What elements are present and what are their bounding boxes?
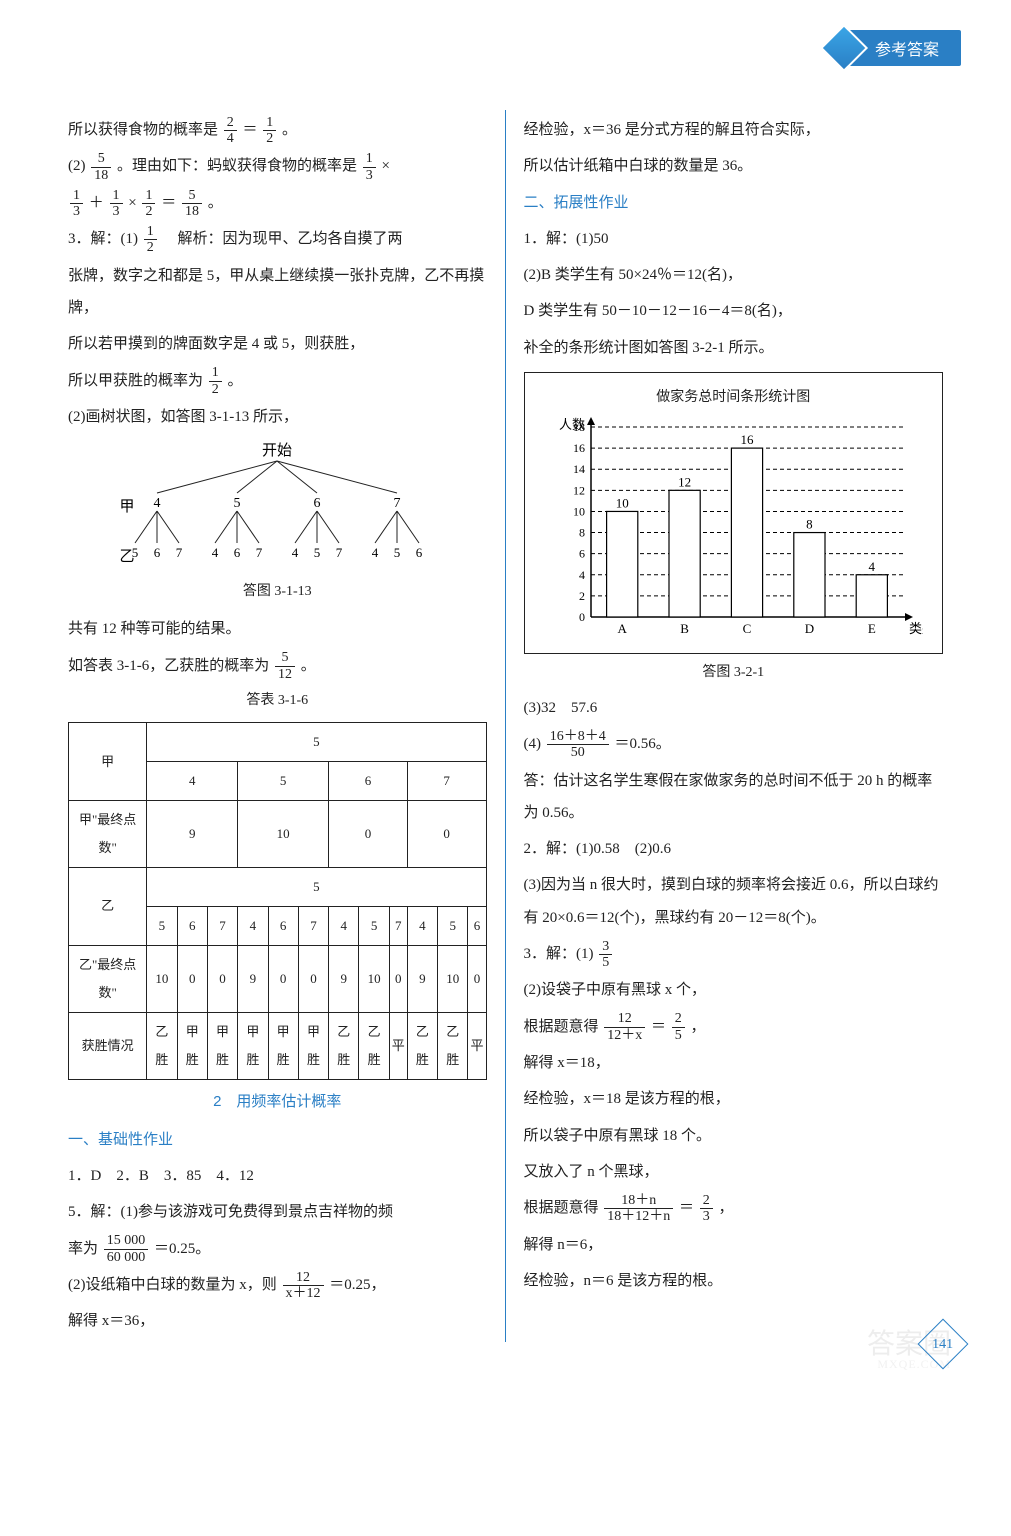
text-line: 2．解：(1)0.58 (2)0.6 [524,833,944,865]
svg-text:14: 14 [573,462,585,476]
svg-text:A: A [618,621,628,636]
text-line: (2)画树状图，如答图 3-1-13 所示， [68,401,487,433]
svg-text:16: 16 [573,441,585,455]
svg-text:4: 4 [869,559,876,574]
svg-text:8: 8 [806,516,813,531]
svg-text:D: D [805,621,814,636]
text-line: (2)设袋子中原有黑球 x 个， [524,974,944,1006]
text-line: 3．解：(1) 12 解析：因为现甲、乙均各自摸了两 [68,223,487,255]
text-line: (3)32 57.6 [524,692,944,724]
svg-text:7: 7 [176,545,183,560]
svg-text:5: 5 [314,545,321,560]
text-line: 经检验，n＝6 是该方程的根。 [524,1265,944,1297]
subsection-title: 一、基础性作业 [68,1124,487,1156]
svg-text:B: B [681,621,690,636]
svg-text:6: 6 [579,547,585,561]
text-line: 如答表 3-1-6，乙获胜的概率为 512 。 [68,650,487,682]
tree-caption: 答图 3-1-13 [68,577,487,607]
svg-text:类别: 类别 [909,621,923,636]
text-line: 解得 x＝18， [524,1047,944,1079]
svg-text:7: 7 [336,545,343,560]
svg-text:10: 10 [616,495,629,510]
text-line: 所以袋子中原有黑球 18 个。 [524,1120,944,1152]
text-line: 根据题意得 18＋n18＋12＋n ＝ 23 ， [524,1192,944,1224]
svg-text:7: 7 [394,496,401,511]
svg-text:8: 8 [579,525,585,539]
text-line: 所以甲获胜的概率为 12 。 [68,365,487,397]
text-line: (4) 16＋8＋450 ＝0.56。 [524,728,944,760]
text-line: 解得 x＝36， [68,1305,487,1337]
text-line: 又放入了 n 个黑球， [524,1156,944,1188]
svg-text:4: 4 [579,568,585,582]
svg-text:4: 4 [212,545,219,560]
svg-text:5: 5 [394,545,401,560]
svg-text:甲: 甲 [120,499,135,515]
text-line: D 类学生有 50－10－12－16－4＝8(名)， [524,295,944,327]
text-line: (2)设纸箱中白球的数量为 x，则 12x＋12 ＝0.25， [68,1269,487,1301]
section-title: 2 用频率估计概率 [68,1086,487,1118]
text-line: (2) 518 。理由如下：蚂蚁获得食物的概率是 13 × [68,150,487,182]
text-line: 经检验，x＝18 是该方程的根， [524,1083,944,1115]
text-line: (3)因为当 n 很大时，摸到白球的频率将会接近 0.6，所以白球约有 20×0… [524,869,944,934]
table-caption: 答表 3-1-6 [68,686,487,716]
svg-text:4: 4 [154,496,161,511]
text-line: (2)B 类学生有 50×24％＝12(名)， [524,259,944,291]
text-line: 答：估计这名学生寒假在家做家务的总时间不低于 20 h 的概率为 0.56。 [524,765,944,830]
text-line: 根据题意得 1212＋x ＝ 25 ， [524,1011,944,1043]
text-line: 张牌，数字之和都是 5，甲从桌上继续摸一张扑克牌，乙不再摸牌， [68,260,487,325]
svg-text:10: 10 [573,504,585,518]
svg-text:6: 6 [154,545,161,560]
header-badge: 参考答案 [827,30,961,66]
chart-caption: 答图 3-2-1 [524,658,944,688]
svg-text:C: C [743,621,752,636]
right-column: 经检验，x＝36 是分式方程的解且符合实际， 所以估计纸箱中白球的数量是 36。… [506,110,962,1342]
text-line: 1．D 2．B 3．85 4．12 [68,1160,487,1192]
text-line: 所以若甲摸到的牌面数字是 4 或 5，则获胜， [68,328,487,360]
svg-text:5: 5 [132,545,139,560]
svg-text:16: 16 [741,432,755,447]
svg-text:5: 5 [234,496,241,511]
svg-text:6: 6 [416,545,423,560]
tree-diagram: 开始甲乙4567546764577456 [97,437,457,577]
answer-table: 甲54567甲"最终点数"91000乙5567467457456乙"最终点数"1… [68,722,487,1079]
svg-text:0: 0 [579,610,585,624]
svg-text:18: 18 [573,420,585,434]
left-column: 所以获得食物的概率是 24 ＝ 12 。 (2) 518 。理由如下：蚂蚁获得食… [50,110,506,1342]
text-line: 1．解：(1)50 [524,223,944,255]
svg-text:7: 7 [256,545,263,560]
svg-text:6: 6 [314,496,321,511]
text-line: 共有 12 种等可能的结果。 [68,613,487,645]
text-line: 补全的条形统计图如答图 3-2-1 所示。 [524,332,944,364]
svg-text:开始: 开始 [262,442,292,459]
text-line: 5．解：(1)参与该游戏可免费得到景点吉祥物的频 [68,1196,487,1228]
svg-text:12: 12 [573,483,585,497]
svg-text:4: 4 [372,545,379,560]
text-line: 13 ＋ 13 × 12 ＝ 518 。 [68,187,487,219]
bar-chart: 人数02468101214161810A12B16C8D4E类别 [543,417,923,647]
text-line: 所以获得食物的概率是 24 ＝ 12 。 [68,114,487,146]
text-line: 3．解：(1) 35 [524,938,944,970]
svg-text:4: 4 [292,545,299,560]
text-line: 率为 15 00060 000 ＝0.25。 [68,1233,487,1265]
svg-text:6: 6 [234,545,241,560]
page-number: 141 [925,1326,961,1362]
subsection-title: 二、拓展性作业 [524,187,944,219]
svg-text:2: 2 [579,589,585,603]
text-line: 所以估计纸箱中白球的数量是 36。 [524,150,944,182]
text-line: 经检验，x＝36 是分式方程的解且符合实际， [524,114,944,146]
svg-text:12: 12 [678,474,691,489]
text-line: 解得 n＝6， [524,1229,944,1261]
chart-title: 做家务总时间条形统计图 [535,383,933,413]
bar-chart-container: 做家务总时间条形统计图 人数02468101214161810A12B16C8D… [524,372,944,654]
svg-text:E: E [868,621,876,636]
